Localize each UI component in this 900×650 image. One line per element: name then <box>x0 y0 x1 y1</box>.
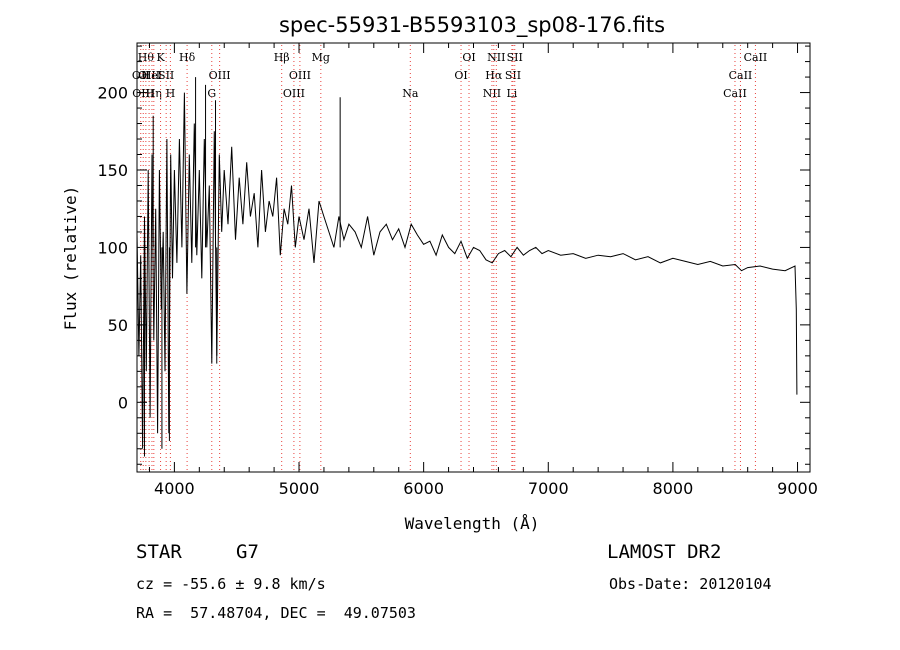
spectral-line-label: CaII <box>729 69 753 82</box>
spectral-line-label: Mg <box>312 51 330 64</box>
y-tick-label: 100 <box>97 238 128 257</box>
spectral-line-label: H <box>166 87 176 100</box>
spectral-line-label: Na <box>402 87 419 100</box>
x-tick-label: 5000 <box>279 479 320 498</box>
x-tick-label: 6000 <box>403 479 444 498</box>
spectral-line-label: OI <box>454 69 467 82</box>
spectral-line-label: Hβ <box>274 51 290 64</box>
spectral-line-label: G <box>207 87 216 100</box>
spectral-line-label: OIII <box>132 87 154 100</box>
spectral-line-label: OII <box>132 69 150 82</box>
spectral-line-label: OIII <box>138 69 160 82</box>
x-tick-label: 8000 <box>653 479 694 498</box>
spectral-line-label: Hθ <box>138 51 155 64</box>
y-tick-label: 0 <box>118 393 128 412</box>
spectrum-line <box>136 92 798 449</box>
chart-title: spec-55931-B5593103_sp08-176.fits <box>279 13 665 38</box>
spectral-line-label: OI <box>462 51 475 64</box>
spectral-line-label: NII <box>483 87 501 100</box>
spectral-line-label: OIII <box>209 69 231 82</box>
spectral-line-label: OIII <box>289 69 311 82</box>
spectral-line-label: NII <box>487 51 505 64</box>
axis-ticks-layer: 4000 5000 6000 7000 8000 9000 0 50 100 150 200 <box>97 43 818 498</box>
sky-coordinates: RA = 57.48704, DEC = 49.07503 <box>136 604 416 622</box>
spectral-line-label: Hη <box>146 87 162 100</box>
y-axis-label: Flux (relative) <box>61 186 80 331</box>
observation-date: Obs-Date: 20120104 <box>609 575 772 593</box>
y-tick-label: 150 <box>97 161 128 180</box>
spectral-line-label: OIII <box>283 87 305 100</box>
y-tick-label: 50 <box>108 316 128 335</box>
x-axis-label: Wavelength (Å) <box>405 514 540 533</box>
object-class: STAR <box>136 541 182 563</box>
spectral-line-label: CaII <box>744 51 768 64</box>
spectral-line-label: HeI <box>142 69 162 82</box>
redshift-value: cz = -55.6 ± 9.8 km/s <box>136 575 326 593</box>
spectral-lines-layer: OIIOIIIHθOIIIHeIHηKSIIHHδGOIIIHβOIIIOIII… <box>132 45 767 472</box>
spectral-line-label: SII <box>158 69 174 82</box>
object-subclass: G7 <box>236 541 259 563</box>
spectral-line-label: SII <box>505 69 521 82</box>
y-tick-label: 200 <box>97 84 128 103</box>
spectral-line-label: K <box>156 51 165 64</box>
plot-frame <box>136 42 811 473</box>
spectral-line-label: Li <box>506 87 517 100</box>
survey-name: LAMOST DR2 <box>607 541 722 563</box>
spectral-line-label: Hδ <box>179 51 196 64</box>
spectral-line-label: Hα <box>485 69 503 82</box>
spectral-line-label: CaII <box>723 87 747 100</box>
spectral-line-label: SII <box>507 51 523 64</box>
x-tick-label: 9000 <box>777 479 818 498</box>
x-tick-label: 4000 <box>154 479 195 498</box>
x-tick-label: 7000 <box>528 479 569 498</box>
spectrum-layer <box>136 77 798 457</box>
